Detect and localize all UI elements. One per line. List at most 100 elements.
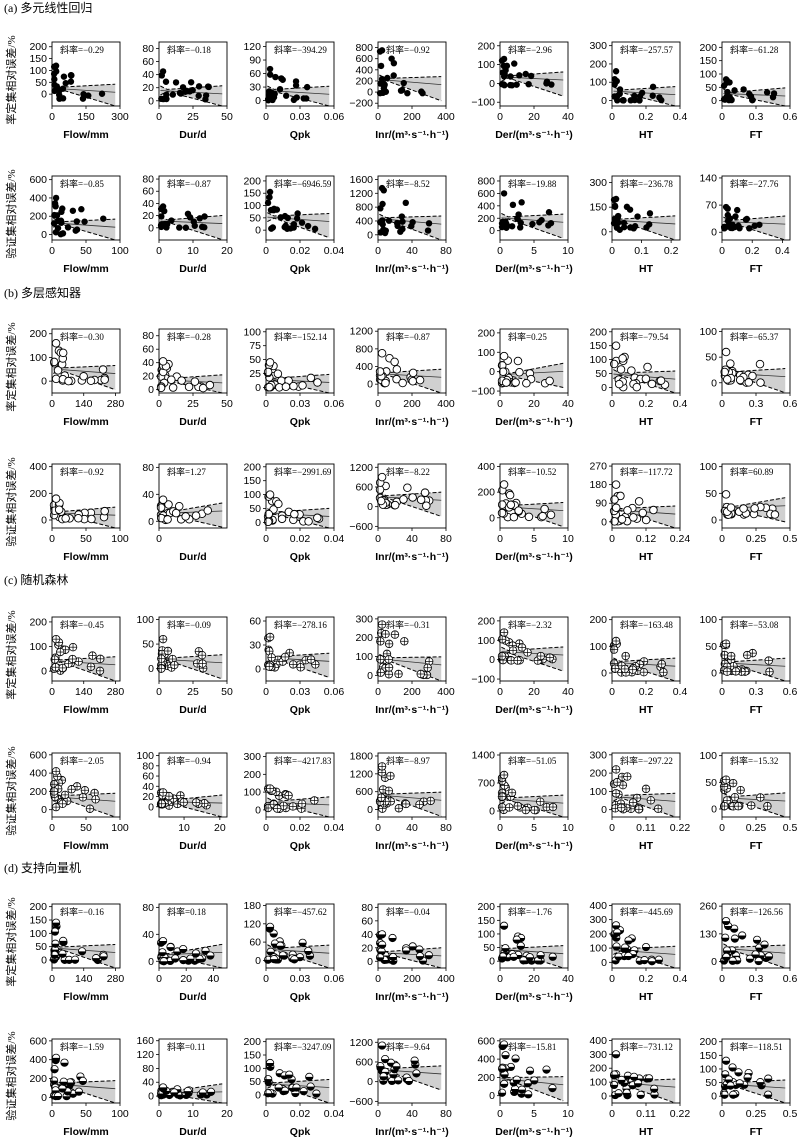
regression-line — [379, 1069, 442, 1075]
x-axis-label: Der/(m³·s⁻¹·h⁻¹) — [495, 840, 573, 852]
x-tick-label: 5 — [531, 533, 537, 545]
scatter-panel: 斜率=−2991.69 0 50 100 150 200 0 0.02 0.04 Qpk — [243, 461, 344, 563]
data-point — [542, 1065, 551, 1074]
slope-label: 斜率=−53.08 — [730, 619, 779, 630]
data-point — [51, 918, 61, 927]
data-point-half — [614, 956, 623, 961]
x-tick-label: 0.2 — [639, 686, 654, 698]
x-tick-label: 50 — [221, 398, 233, 410]
y-tick-label: 40 — [142, 781, 154, 793]
data-point — [722, 76, 730, 83]
data-point — [612, 195, 620, 203]
data-point-half — [510, 956, 518, 961]
data-point — [736, 785, 745, 795]
y-tick-label: 300 — [589, 749, 607, 761]
data-point — [735, 375, 745, 385]
data-point — [51, 767, 61, 776]
data-point — [742, 650, 752, 660]
data-point — [163, 515, 172, 524]
data-point — [722, 952, 731, 962]
data-point — [740, 86, 747, 93]
x-tick-label: 0.4 — [775, 245, 790, 257]
data-point — [158, 213, 165, 220]
data-point — [388, 933, 397, 943]
y-tick-label: 100 — [589, 1077, 607, 1089]
y-tick-label: 200 — [29, 211, 47, 223]
data-point — [756, 221, 763, 228]
x-tick-label: 0.11 — [636, 1108, 656, 1120]
data-point — [167, 375, 176, 384]
row-label-a-calibration: 率定集相对误差/% — [4, 35, 18, 124]
y-tick-label: 60 — [142, 56, 154, 68]
y-tick-label: 300 — [355, 613, 373, 625]
data-point — [201, 224, 208, 231]
data-point — [191, 222, 198, 229]
data-point — [282, 92, 290, 99]
scatter-panel: 斜率=−27.76 0 70 140 0 0.2 0.4 FT — [699, 172, 791, 275]
data-point — [85, 804, 95, 813]
data-point-half — [392, 1066, 401, 1070]
data-point — [611, 76, 618, 83]
x-axis-label: Inr/(m³·s⁻¹·h⁻¹) — [375, 840, 449, 852]
y-tick-label: 800 — [477, 175, 495, 187]
data-point — [265, 1058, 275, 1068]
data-point-half — [160, 961, 168, 965]
x-tick-label: 0.22 — [670, 822, 691, 834]
y-tick-label: 70 — [705, 200, 717, 212]
data-point-half — [306, 1086, 315, 1091]
data-point — [763, 801, 772, 811]
data-point-half — [69, 1093, 77, 1098]
y-tick-label: 600 — [477, 188, 495, 200]
y-tick-label: −600 — [349, 1096, 373, 1108]
slope-label: 斜率=−51.05 — [508, 755, 557, 766]
data-point-half — [755, 947, 763, 952]
data-point — [184, 382, 194, 392]
data-point — [499, 628, 509, 637]
y-tick-label: 400 — [477, 461, 495, 473]
data-point — [536, 651, 546, 661]
y-tick-label: 20 — [142, 791, 154, 803]
y-tick-label: 270 — [589, 461, 607, 473]
data-point-half — [611, 960, 620, 965]
y-tick-label: 25 — [249, 368, 261, 380]
y-tick-label: 200 — [589, 326, 607, 338]
x-tick-label: 200 — [403, 111, 421, 123]
data-point — [304, 946, 313, 956]
data-point — [410, 1056, 419, 1065]
data-point — [377, 349, 387, 358]
data-point — [78, 1076, 87, 1086]
x-tick-label: 40 — [406, 1108, 418, 1120]
data-point-half — [206, 955, 215, 960]
data-point — [628, 798, 638, 807]
data-point — [616, 86, 624, 93]
slope-label: 斜率=−2.05 — [60, 755, 104, 766]
data-point — [509, 952, 518, 961]
data-point — [726, 651, 736, 661]
y-tick-label: 100 — [699, 461, 717, 473]
x-tick-label: 0 — [497, 1108, 503, 1120]
data-point — [641, 374, 651, 383]
data-point — [622, 1088, 631, 1098]
data-point — [313, 513, 322, 523]
data-point — [745, 954, 755, 963]
x-tick-label: 10 — [562, 822, 574, 834]
data-point — [74, 514, 83, 523]
data-point — [53, 83, 61, 90]
x-axis-label: Inr/(m³·s⁻¹·h⁻¹) — [375, 263, 449, 275]
data-point — [497, 500, 507, 509]
data-point — [170, 660, 179, 670]
data-point — [278, 75, 285, 82]
x-tick-label: 20 — [221, 245, 233, 257]
data-point — [516, 941, 525, 951]
y-tick-label: 100 — [477, 347, 495, 359]
x-tick-label: 400 — [437, 398, 455, 410]
x-tick-label: 0.2 — [664, 245, 679, 257]
x-tick-label: 0 — [375, 398, 381, 410]
data-point — [755, 943, 764, 952]
data-point — [726, 1081, 735, 1090]
x-tick-label: 10 — [178, 822, 190, 834]
data-point — [499, 921, 509, 930]
data-point — [515, 367, 524, 377]
data-point — [415, 375, 425, 385]
